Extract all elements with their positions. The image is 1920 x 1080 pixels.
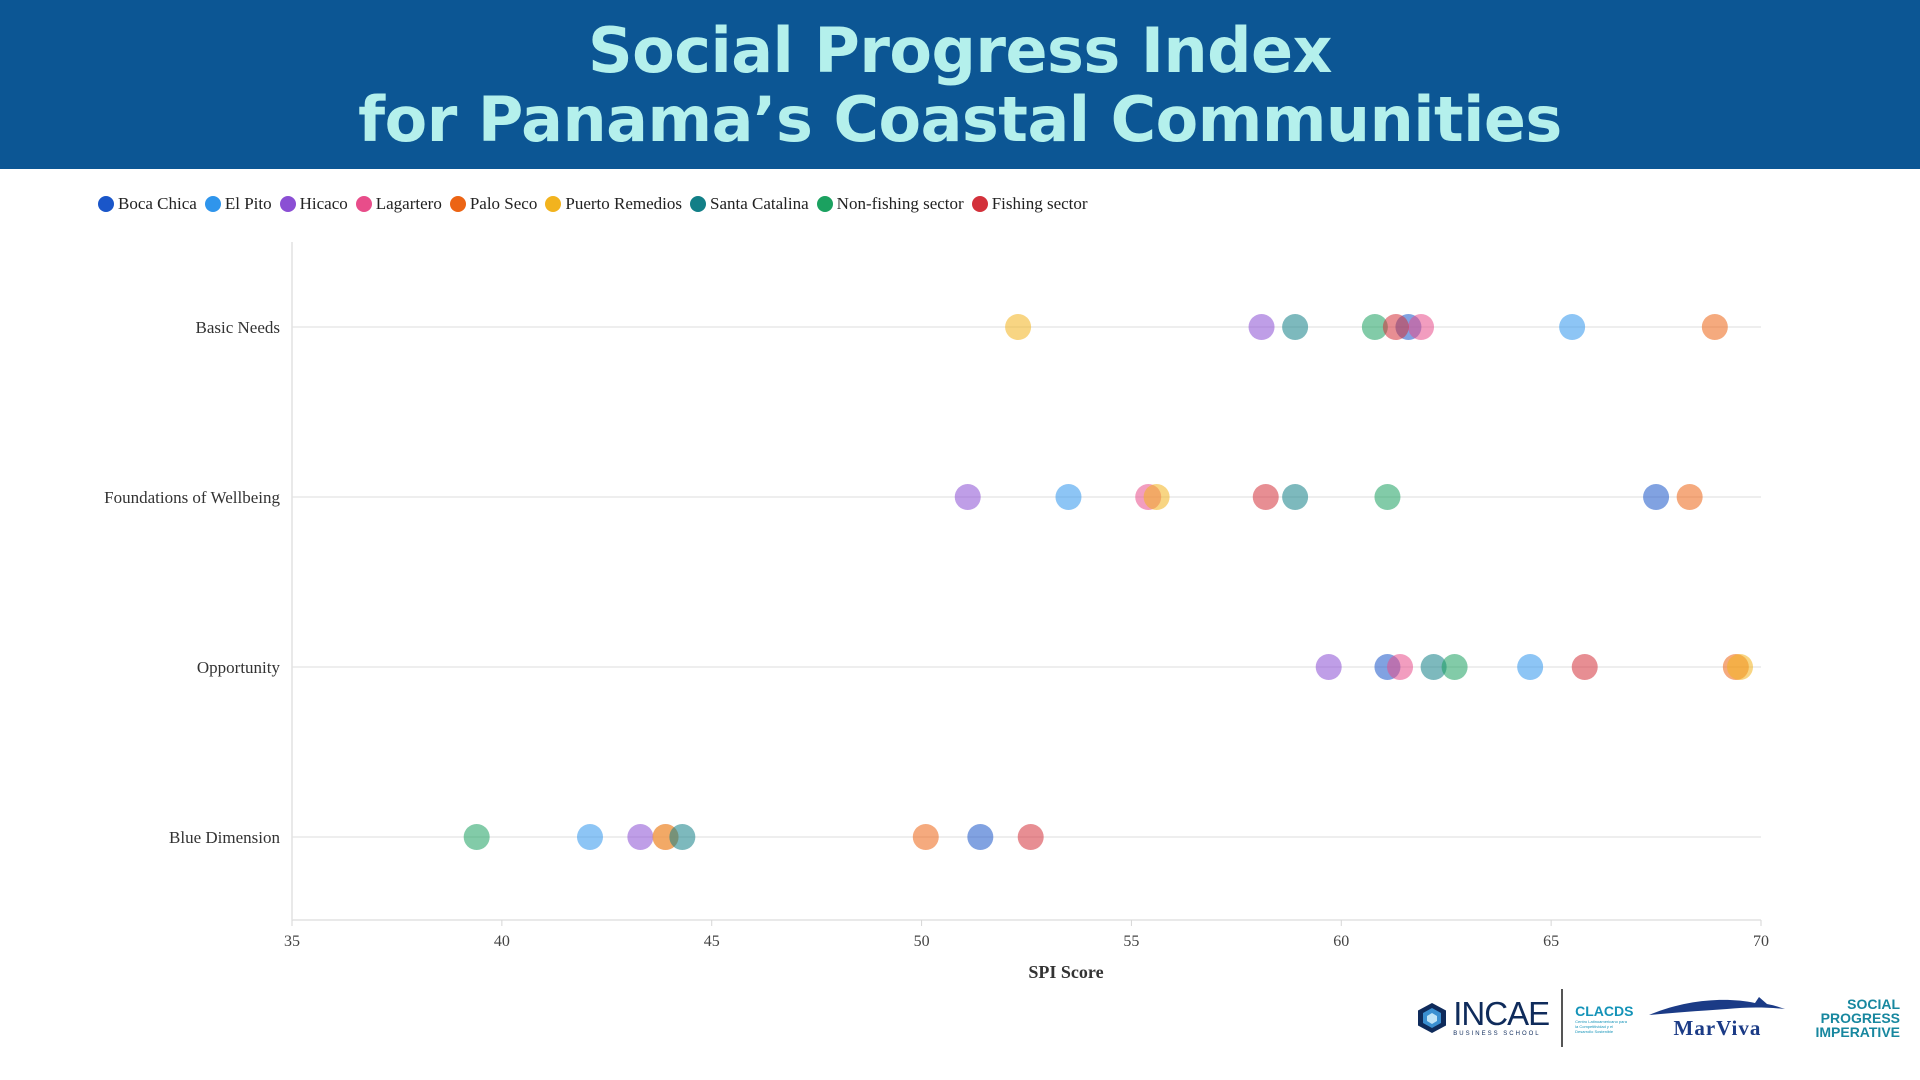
legend-swatch: [690, 196, 706, 212]
legend-swatch: [355, 196, 372, 212]
x-tick-label: 40: [494, 933, 510, 950]
legend-item[interactable]: Non-fishing sector: [816, 194, 964, 214]
data-point: [1517, 654, 1544, 680]
data-point: [1643, 484, 1670, 510]
legend-label: Fishing sector: [991, 194, 1088, 213]
clacds-wordmark: CLACDS: [1575, 1002, 1634, 1019]
x-tick-label: 35: [284, 933, 300, 950]
legend-swatch: [204, 196, 221, 212]
marviva-wave-icon: [1649, 997, 1786, 1015]
data-point: [1282, 484, 1309, 510]
legend-label: Puerto Remedios: [565, 194, 682, 213]
legend-item[interactable]: Hicaco: [279, 194, 348, 214]
marviva-wordmark: MarViva: [1673, 1016, 1762, 1040]
x-tick-label: 50: [914, 933, 930, 950]
data-point: [1361, 314, 1388, 340]
data-point: [1701, 314, 1728, 340]
incae-hexagon-icon: [1418, 1003, 1447, 1033]
x-tick-label: 55: [1123, 933, 1139, 950]
y-tick-label: Basic Needs: [195, 318, 280, 337]
y-tick-label: Blue Dimension: [169, 828, 280, 847]
x-tick-label: 45: [704, 933, 720, 950]
data-point: [1382, 314, 1409, 340]
data-point: [1143, 484, 1170, 510]
legend-item[interactable]: Santa Catalina: [690, 194, 809, 214]
legend-swatch: [816, 196, 833, 212]
legend-label: Hicaco: [299, 194, 348, 213]
page-title-line-2: for Panama’s Coastal Communities: [358, 82, 1562, 156]
data-point: [1387, 654, 1414, 680]
legend-label: Lagartero: [375, 194, 442, 213]
data-point: [1055, 484, 1082, 510]
legend-swatch: [545, 196, 562, 212]
y-tick-label: Foundations of Wellbeing: [104, 488, 280, 507]
data-point: [1676, 484, 1703, 510]
data-point: [1571, 654, 1598, 680]
data-point: [627, 824, 654, 850]
legend-item[interactable]: El Pito: [204, 194, 272, 214]
clacds-logo: CLACDS Centro Latinoamericano para la Co…: [1563, 1003, 1633, 1034]
page-title-line-1: Social Progress Index: [587, 13, 1333, 87]
partner-logos: INCAE BUSINESS SCHOOL CLACDS Centro Lati…: [1415, 986, 1900, 1050]
legend-swatch: [971, 196, 988, 212]
legend-item[interactable]: Boca Chica: [98, 194, 197, 214]
legend-label: Boca Chica: [118, 194, 197, 213]
legend-swatch: [449, 196, 466, 212]
legend-label: El Pito: [224, 194, 272, 213]
legend-label: Santa Catalina: [710, 194, 809, 213]
legend-item[interactable]: Puerto Remedios: [545, 194, 682, 214]
data-point: [1248, 314, 1275, 340]
x-tick-label: 70: [1753, 933, 1769, 950]
incae-subtitle: BUSINESS SCHOOL: [1453, 1031, 1541, 1037]
x-axis-label: SPI Score: [1028, 962, 1104, 982]
data-point: [1374, 484, 1401, 510]
legend-swatch: [98, 196, 114, 212]
clacds-subtitle: Centro Latinoamericano para la Competiti…: [1575, 1018, 1627, 1034]
legend-label: Non-fishing sector: [836, 194, 964, 213]
chart-legend: Boca Chica El Pito Hicaco Lagartero Palo Sec…: [98, 192, 1096, 216]
header-banner: Social Progress Index for Panama’s Coast…: [0, 0, 1920, 169]
spi-logo-line-1: SOCIAL: [1847, 996, 1900, 1012]
legend-item[interactable]: Palo Seco: [449, 194, 538, 214]
data-point: [967, 824, 994, 850]
data-point: [1005, 314, 1032, 340]
data-point: [576, 824, 603, 850]
spi-logo-line-2: PROGRESS: [1820, 1010, 1900, 1026]
legend-label: Palo Seco: [469, 194, 538, 213]
data-point: [1559, 314, 1586, 340]
data-point: [1727, 654, 1754, 680]
y-tick-label: Opportunity: [197, 658, 281, 677]
data-point: [1017, 824, 1044, 850]
data-point: [1315, 654, 1342, 680]
data-point: [669, 824, 696, 850]
data-point: [1282, 314, 1309, 340]
data-point: [954, 484, 981, 510]
data-point: [1420, 654, 1447, 680]
marviva-logo: MarViva: [1647, 995, 1787, 1041]
x-tick-label: 65: [1543, 933, 1559, 950]
spi-logo-line-3: IMPERATIVE: [1815, 1024, 1900, 1040]
data-point: [912, 824, 939, 850]
legend-swatch: [279, 196, 296, 212]
data-point: [463, 824, 490, 850]
legend-item[interactable]: Fishing sector: [971, 194, 1088, 214]
incae-logo: INCAE BUSINESS SCHOOL: [1415, 989, 1564, 1047]
spi-logo: SOCIAL PROGRESS IMPERATIVE: [1815, 997, 1900, 1039]
data-point: [1441, 654, 1468, 680]
data-point: [1408, 314, 1435, 340]
data-point: [1252, 484, 1279, 510]
incae-wordmark: INCAE: [1453, 995, 1550, 1032]
dot-plot-chart: Basic Needs Foundations of Wellbeing Oppor…: [104, 242, 1769, 950]
x-tick-label: 60: [1333, 933, 1349, 950]
legend-item[interactable]: Lagartero: [355, 194, 442, 214]
